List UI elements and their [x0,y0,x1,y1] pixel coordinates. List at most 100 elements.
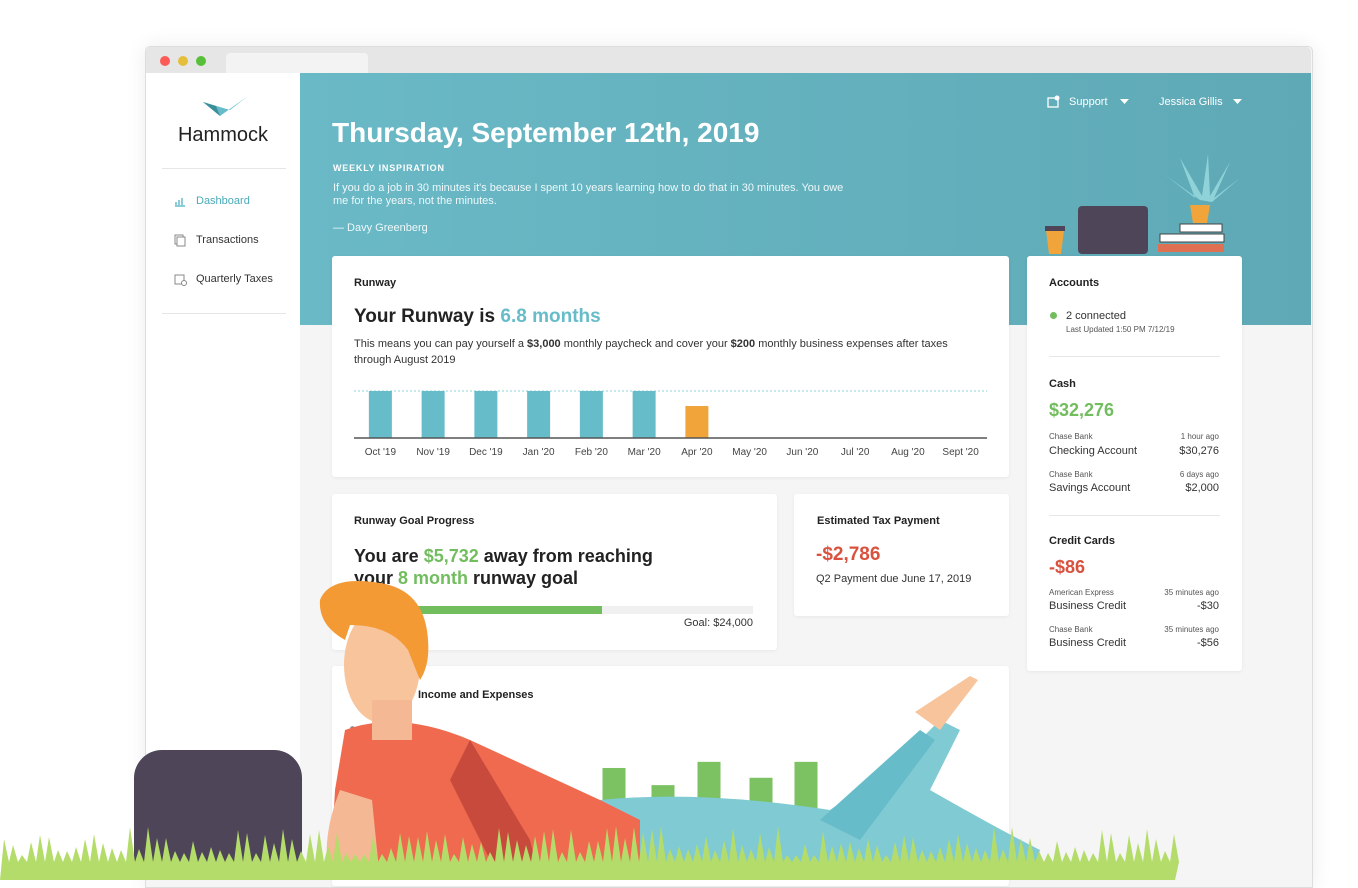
nav-icon [175,198,185,207]
desk-illustration [1045,154,1240,254]
minimize-dot[interactable] [178,56,188,66]
text: Your Runway is [354,306,501,327]
last-updated: Last Updated 1:50 PM 7/12/19 [1066,325,1175,334]
tax-amount: -$2,786 [816,544,881,565]
paycheck: $3,000 [527,338,561,350]
amount: $5,732 [423,546,479,566]
date-heading: Thursday, September 12th, 2019 [332,117,760,148]
runway-text: This means you can pay yourself a $3,000… [354,336,984,368]
section-title: Cash [1049,378,1076,390]
x-tick-label: Aug '20 [891,447,925,458]
bar [474,391,498,438]
account-name[interactable]: Business Credit [1049,600,1127,612]
divider [1049,515,1220,516]
text: You are [354,546,424,566]
bar [368,391,392,438]
runway-card [332,256,1009,477]
account-amount: $2,000 [1185,482,1219,494]
inspiration-label: WEEKLY INSPIRATION [333,163,445,173]
time: 1 hour ago [1180,432,1219,441]
progress-track [355,606,753,614]
divider [1049,356,1220,357]
x-tick-label: Jun '20 [786,447,818,458]
nav-icon [174,274,187,286]
bar [421,391,445,438]
text: runway goal [468,568,579,588]
time: 35 minutes ago [1164,588,1219,597]
x-tick-label: Nov '19 [416,447,450,458]
x-tick-label: Mar '20 [628,447,661,458]
text: monthly paycheck and cover your [560,338,731,350]
card-title: Runway [354,277,397,289]
x-tick-label: Sept '20 [942,447,979,458]
x-tick-label: Jan '20 [523,447,555,458]
x-tick-label: Oct '19 [365,447,397,458]
user-menu[interactable]: Jessica Gillis [1159,96,1223,108]
runway-months: 6.8 months [500,306,601,327]
progress-fill [355,606,602,614]
tax-card [794,494,1009,616]
divider [162,313,286,314]
time: 6 days ago [1179,470,1219,479]
caret [1233,99,1242,104]
nav-item[interactable]: Dashboard [196,195,250,207]
accounts-card [1027,256,1242,671]
grass-blades [0,826,1179,880]
logo[interactable]: Hammock [177,124,268,146]
text: This means you can pay yourself a [354,338,528,350]
tax-due: Q2 Payment due June 17, 2019 [816,573,972,585]
x-tick-label: Apr '20 [681,447,713,458]
zoom-dot[interactable] [196,56,206,66]
card-title: Runway Goal Progress [354,515,475,527]
x-tick-label: Jul '20 [841,447,870,458]
account-name[interactable]: Business Credit [1049,637,1127,649]
account-amount: -$56 [1196,637,1219,649]
connected: 2 connected [1066,310,1126,322]
expenses: $200 [730,338,756,350]
goal-headline: You are $5,732 away from reaching your 8 … [354,545,653,589]
quote-author: — Davy Greenberg [333,222,428,234]
close-dot[interactable] [160,56,170,66]
cash-total: $32,276 [1049,400,1115,420]
nav-item[interactable]: Quarterly Taxes [196,273,273,285]
quote: If you do a job in 30 minutes it's becau… [333,182,844,207]
credit-total: -$86 [1049,557,1086,577]
x-tick-label: Dec '19 [469,447,503,458]
account-name[interactable]: Checking Account [1049,445,1138,457]
bank: American Express [1049,588,1114,597]
goal-months: 8 month [398,568,469,588]
text: monthly business expenses after taxes th… [354,338,948,366]
status-dot [1050,312,1057,319]
x-tick-label: May '20 [732,447,767,458]
nav-item[interactable]: Transactions [196,234,259,246]
bar [685,406,709,438]
section-title: Credit Cards [1049,535,1116,547]
runway-headline: Your Runway is 6.8 months [354,306,601,328]
support-icon [1047,95,1060,108]
bank: Chase Bank [1049,625,1093,634]
bank: Chase Bank [1049,470,1093,479]
support-menu[interactable]: Support [1069,96,1108,108]
caret [1120,99,1129,104]
logo-mark [203,96,248,116]
x-tick-label: Feb '20 [575,447,608,458]
sidebar [146,73,300,880]
nav-icon [174,234,186,247]
divider [162,168,286,169]
text: away from reaching [478,546,653,566]
time: 35 minutes ago [1164,625,1219,634]
bank: Chase Bank [1049,432,1093,441]
account-amount: $30,276 [1179,445,1219,457]
account-name[interactable]: Savings Account [1049,482,1131,494]
goal-label: Goal: $24,000 [683,617,753,629]
bar [527,391,551,438]
card-title: Income and Expenses [418,689,534,701]
card-title: Accounts [1049,277,1100,289]
bar [579,391,603,438]
account-amount: -$30 [1196,600,1219,612]
browser-tab[interactable] [226,53,368,73]
bar [632,391,656,438]
